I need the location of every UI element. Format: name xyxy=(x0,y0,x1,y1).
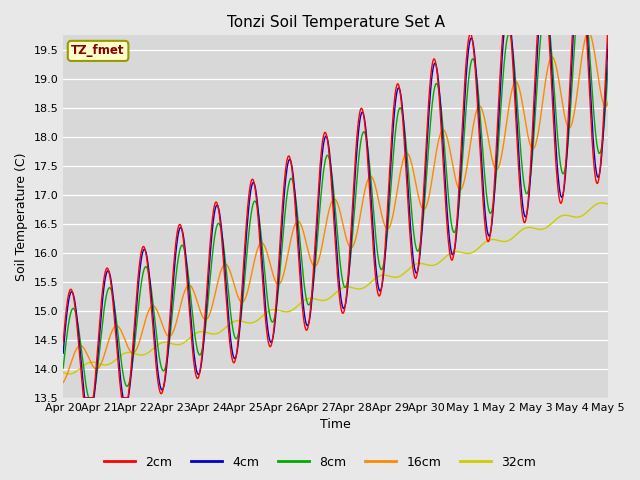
4cm xyxy=(500,30,508,36)
2cm xyxy=(80,395,88,401)
8cm xyxy=(420,201,428,206)
16cm xyxy=(492,166,499,171)
32cm xyxy=(65,371,73,377)
4cm xyxy=(168,304,175,310)
2cm xyxy=(168,292,175,298)
8cm xyxy=(540,30,548,36)
2cm xyxy=(499,30,507,36)
4cm xyxy=(540,30,548,36)
2cm xyxy=(540,30,548,36)
32cm xyxy=(604,201,612,207)
32cm xyxy=(168,341,175,347)
X-axis label: Time: Time xyxy=(320,419,351,432)
4cm xyxy=(181,243,189,249)
8cm xyxy=(85,395,93,401)
Title: Tonzi Soil Temperature Set A: Tonzi Soil Temperature Set A xyxy=(227,15,445,30)
4cm xyxy=(242,243,250,249)
2cm xyxy=(181,250,189,255)
Y-axis label: Soil Temperature (C): Soil Temperature (C) xyxy=(15,153,28,281)
32cm xyxy=(60,370,67,375)
Text: TZ_fmet: TZ_fmet xyxy=(71,44,125,58)
Line: 2cm: 2cm xyxy=(63,33,608,398)
32cm xyxy=(598,200,605,206)
16cm xyxy=(604,99,612,105)
16cm xyxy=(540,93,547,99)
8cm xyxy=(181,248,189,254)
Line: 16cm: 16cm xyxy=(63,33,608,383)
4cm xyxy=(492,170,500,176)
16cm xyxy=(60,380,67,385)
16cm xyxy=(167,333,175,338)
2cm xyxy=(242,229,250,235)
16cm xyxy=(180,289,188,295)
Line: 8cm: 8cm xyxy=(63,33,608,398)
32cm xyxy=(540,226,548,232)
Line: 32cm: 32cm xyxy=(63,203,608,374)
Line: 4cm: 4cm xyxy=(63,33,608,398)
2cm xyxy=(420,172,428,178)
2cm xyxy=(604,30,612,36)
16cm xyxy=(584,30,591,36)
32cm xyxy=(420,261,428,267)
16cm xyxy=(420,206,428,212)
2cm xyxy=(492,157,500,163)
8cm xyxy=(604,62,612,68)
8cm xyxy=(60,365,67,371)
Legend: 2cm, 4cm, 8cm, 16cm, 32cm: 2cm, 4cm, 8cm, 16cm, 32cm xyxy=(99,451,541,474)
8cm xyxy=(492,178,500,184)
8cm xyxy=(168,319,175,325)
32cm xyxy=(242,320,250,325)
8cm xyxy=(242,264,250,270)
32cm xyxy=(492,237,500,243)
4cm xyxy=(60,350,67,356)
16cm xyxy=(241,295,249,301)
32cm xyxy=(181,339,189,345)
8cm xyxy=(538,30,545,36)
4cm xyxy=(81,395,88,401)
2cm xyxy=(60,340,67,346)
4cm xyxy=(420,186,428,192)
4cm xyxy=(604,36,612,41)
